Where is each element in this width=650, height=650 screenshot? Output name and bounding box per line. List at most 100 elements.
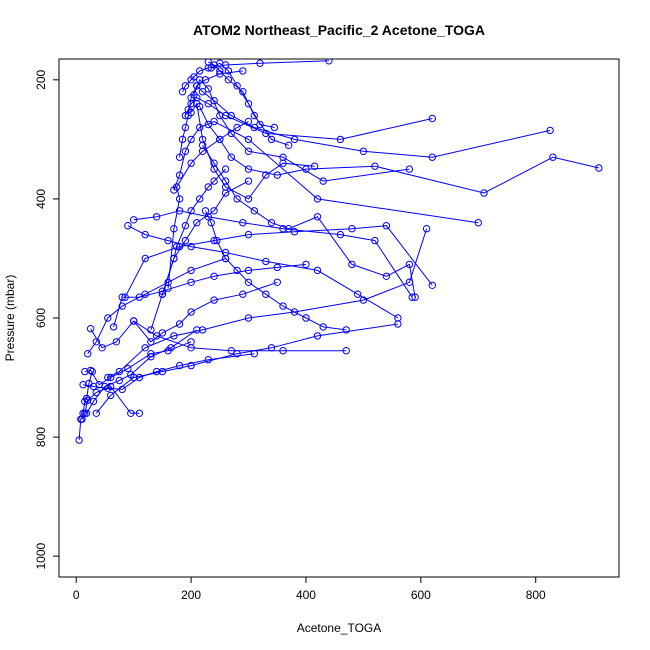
data-point (411, 293, 419, 301)
data-point (227, 129, 236, 138)
data-point (216, 135, 224, 144)
profile-series (82, 326, 201, 417)
data-point (115, 376, 124, 385)
data-point (193, 326, 201, 334)
profile-series (81, 338, 195, 389)
series-line (133, 210, 413, 298)
data-point (170, 186, 178, 194)
x-axis-label: Acetone_TOGA (297, 621, 382, 635)
chart-title: ATOM2 Northeast_Pacific_2 Acetone_TOGA (193, 22, 485, 38)
data-point (78, 415, 86, 423)
data-point (92, 409, 101, 417)
data-point (175, 153, 184, 161)
series-line (167, 121, 249, 289)
data-point (187, 278, 195, 286)
data-point (216, 67, 224, 75)
data-point (336, 230, 345, 239)
profile-series (124, 222, 402, 322)
data-point (158, 290, 167, 298)
data-point (546, 126, 554, 135)
data-point (267, 135, 276, 144)
data-point (198, 326, 207, 334)
data-point (210, 97, 218, 105)
series-line (190, 102, 315, 200)
data-point (244, 314, 253, 322)
data-point (371, 236, 379, 245)
profile-series (207, 59, 279, 132)
data-point (124, 364, 132, 373)
data-point (187, 207, 195, 215)
data-point (267, 344, 276, 352)
data-point (86, 366, 95, 375)
data-point (256, 120, 264, 129)
data-point (244, 100, 253, 108)
data-point (198, 88, 207, 96)
data-point (210, 177, 218, 185)
data-point (196, 195, 204, 203)
data-point (127, 409, 135, 417)
profile-series (147, 177, 253, 334)
y-tick-label: 600 (34, 308, 48, 328)
data-point (210, 296, 218, 304)
data-point (233, 123, 241, 132)
x-axis: 0 200 400 600 800 (73, 577, 546, 602)
data-point (135, 409, 144, 417)
data-point (141, 230, 149, 239)
data-point (244, 165, 253, 173)
y-axis: 200 400 600 800 1000 (34, 70, 59, 570)
data-point (408, 293, 416, 301)
data-point (213, 236, 221, 245)
data-point (422, 225, 431, 233)
profile-series (104, 225, 431, 382)
y-tick-label: 1000 (34, 542, 48, 569)
data-point (210, 159, 218, 167)
profile-series (164, 117, 253, 292)
profile-series (170, 117, 482, 227)
data-point (273, 171, 281, 179)
data-point (224, 76, 233, 84)
data-point (187, 242, 195, 251)
data-point (190, 73, 198, 81)
data-point (207, 64, 215, 72)
data-point (348, 225, 356, 233)
data-point (101, 382, 109, 391)
data-point (175, 361, 184, 370)
data-point (233, 350, 241, 358)
data-point (359, 147, 368, 156)
data-point (204, 100, 213, 108)
data-point (285, 141, 293, 150)
data-point (152, 332, 161, 340)
data-point (216, 59, 224, 67)
data-point (170, 332, 178, 340)
data-point (196, 102, 204, 111)
data-point (130, 317, 138, 325)
data-point (118, 302, 126, 310)
series-line (86, 329, 198, 414)
data-point (147, 326, 155, 334)
data-point (92, 388, 101, 397)
data-point (187, 135, 195, 144)
data-point (86, 325, 95, 333)
data-point (302, 314, 310, 322)
series-line (205, 210, 347, 331)
profile-series (130, 207, 416, 301)
y-axis-label: Pressure (mbar) (3, 275, 17, 362)
data-point (239, 67, 247, 75)
data-point (371, 162, 379, 170)
data-point (187, 308, 195, 316)
data-point (290, 228, 299, 236)
series-line (173, 120, 479, 224)
data-point (198, 141, 207, 150)
data-point (256, 59, 264, 67)
series-line (193, 78, 410, 182)
data-point (210, 207, 218, 215)
data-point (204, 59, 212, 66)
data-point (250, 207, 259, 215)
data-point (319, 323, 327, 331)
series-line (83, 353, 255, 390)
data-point (164, 284, 172, 292)
profile-series (84, 254, 230, 358)
data-point (152, 367, 161, 376)
x-tick-label: 200 (181, 588, 201, 602)
